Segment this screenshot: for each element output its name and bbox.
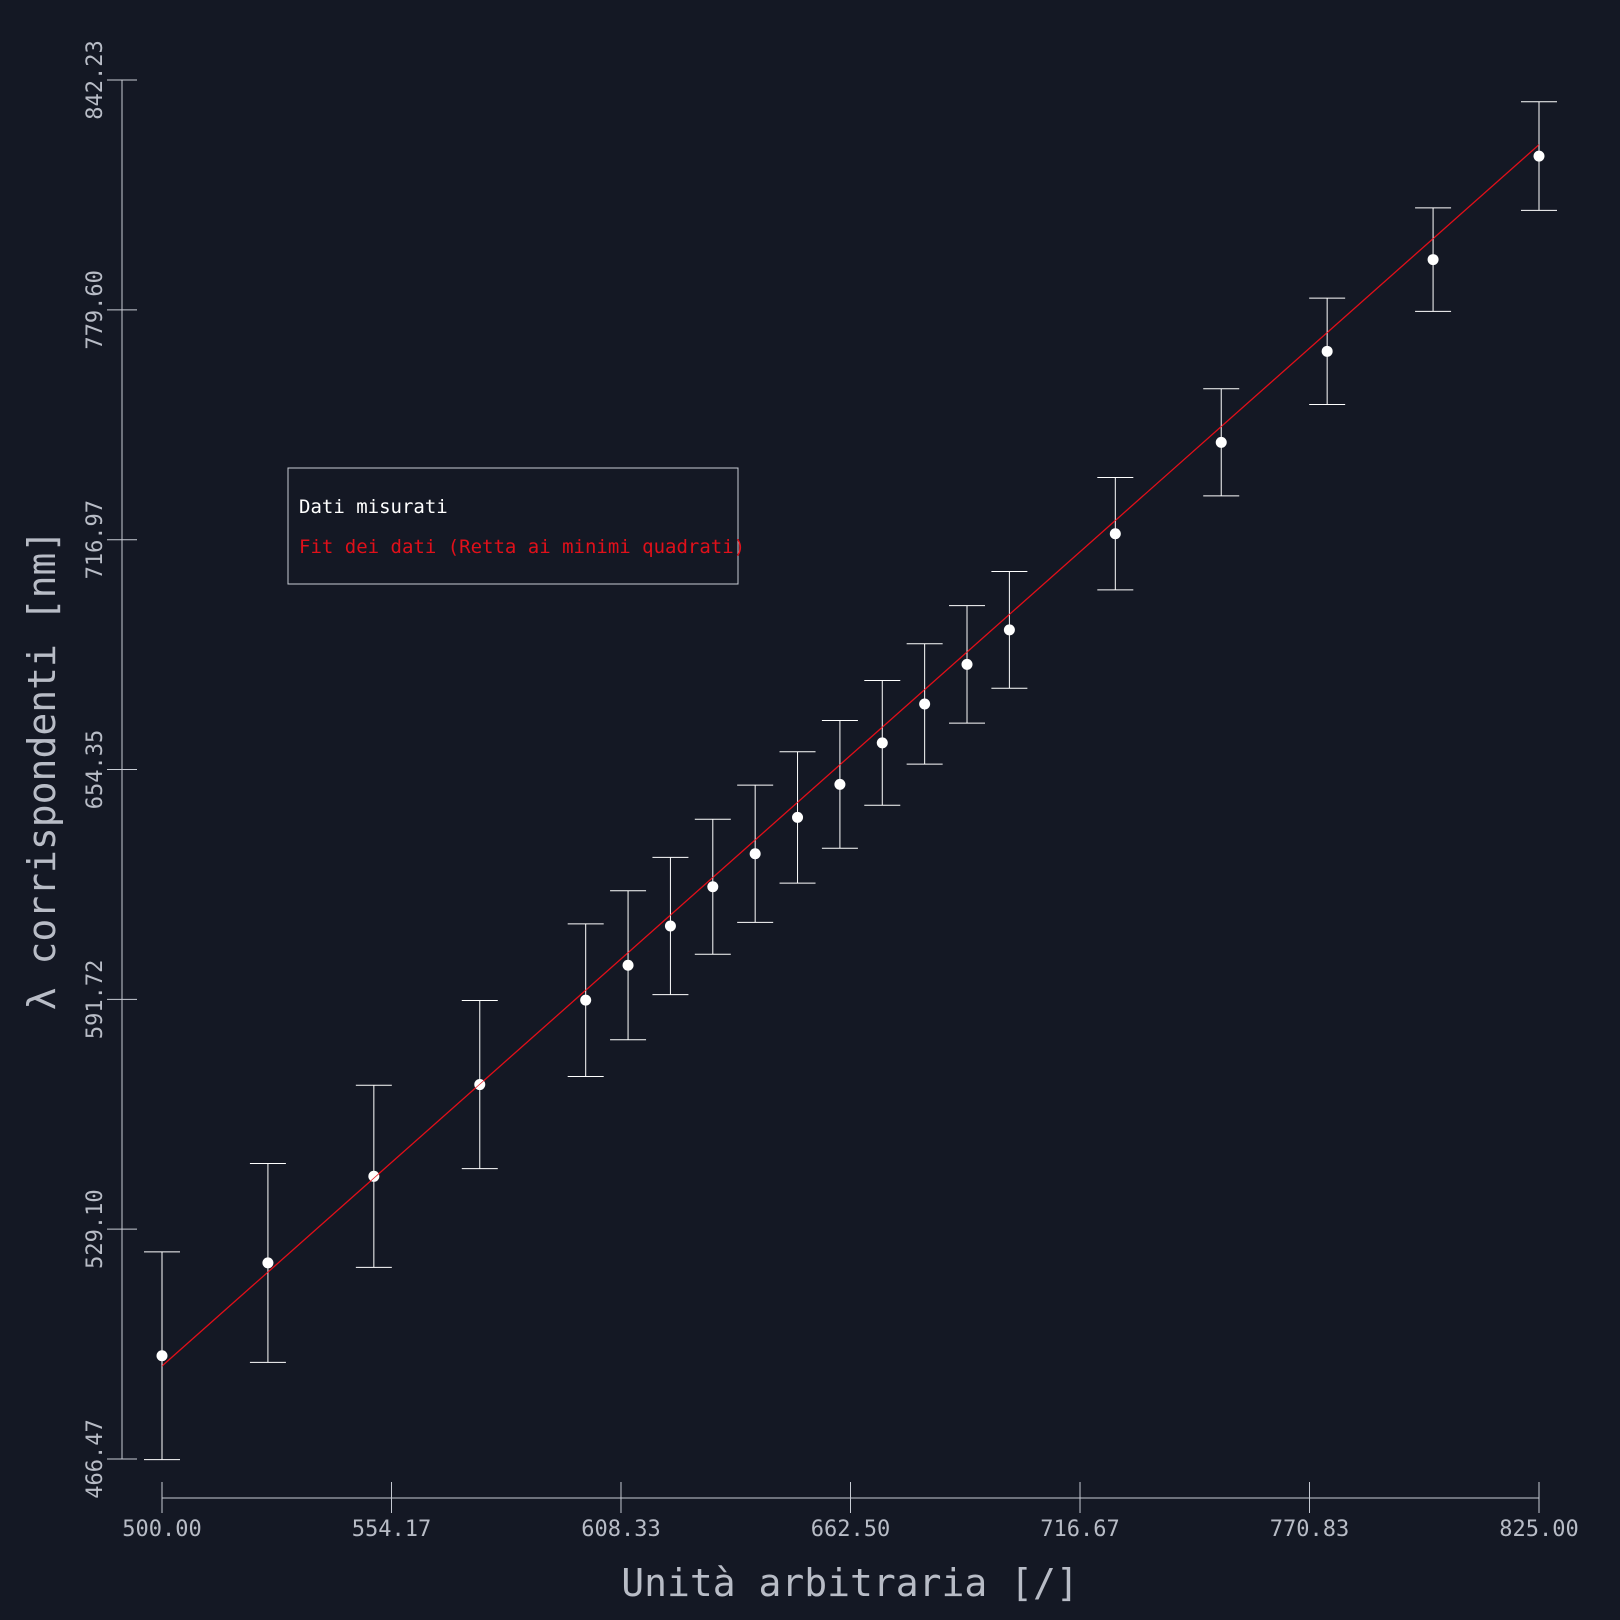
x-tick-label-6: 825.00 [1499,1517,1578,1542]
data-point-6 [652,856,689,996]
marker-19 [1533,150,1545,162]
marker-4 [580,994,592,1006]
y-ticks: 466.47 529.10 591.72 654.35 716.97 779.60 842.… [83,40,137,1499]
x-tick-label-0: 500.00 [122,1517,201,1542]
data-point-18 [1415,207,1452,312]
marker-17 [1321,345,1333,357]
marker-11 [876,737,888,749]
marker-14 [1003,624,1015,636]
legend: Dati misurati Fit dei dati (Retta ai min… [287,467,745,585]
legend-entry-measured: Dati misurati [299,496,448,518]
marker-0 [156,1350,168,1362]
marker-15 [1109,528,1121,540]
data-point-15 [1097,477,1134,591]
data-point-7 [694,818,731,955]
legend-entry-fit: Fit dei dati (Retta ai minimi quadrati) [299,536,745,558]
marker-13 [961,658,973,670]
axes [121,80,1539,1499]
y-axis-label: λ corrispondenti [nm] [20,530,64,1010]
marker-12 [919,698,931,710]
y-tick-label-0: 466.47 [83,1419,108,1498]
x-tick-label-1: 554.17 [352,1517,431,1542]
marker-6 [664,920,676,932]
y-tick-label-1: 529.10 [83,1189,108,1268]
x-tick-label-2: 608.33 [581,1517,660,1542]
marker-2 [368,1170,380,1182]
marker-18 [1427,254,1439,266]
data-point-16 [1203,388,1240,497]
data-point-11 [864,680,901,806]
points-layer [144,101,1557,1461]
data-point-8 [737,784,774,923]
data-point-9 [779,751,816,884]
x-tick-label-5: 770.83 [1270,1517,1349,1542]
data-point-2 [355,1084,392,1268]
marker-10 [834,778,846,790]
y-tick-label-2: 591.72 [83,960,108,1039]
data-point-0 [144,1251,180,1461]
data-point-12 [906,643,943,765]
marker-5 [622,959,634,971]
y-tick-label-3: 654.35 [83,730,108,809]
x-axis-label: Unità arbitraria [/] [621,1561,1079,1605]
marker-1 [262,1257,274,1269]
data-point-4 [567,923,604,1077]
marker-9 [792,811,804,823]
marker-7 [707,881,719,893]
marker-16 [1215,436,1227,448]
y-tick-label-6: 842.23 [83,40,108,119]
data-point-10 [821,720,858,849]
data-point-14 [991,571,1028,689]
x-tick-label-3: 662.50 [811,1517,890,1542]
marker-8 [749,848,761,860]
fit-line-overlay [161,144,1540,1367]
y-tick-label-5: 779.60 [83,270,108,349]
data-point-17 [1309,297,1346,406]
data-point-1 [249,1162,286,1363]
x-tick-label-4: 716.67 [1040,1517,1119,1542]
y-tick-label-4: 716.97 [83,500,108,579]
x-ticks: 500.00 554.17 608.33 662.50 716.67 770.83 825.… [122,1482,1579,1542]
data-point-19 [1521,101,1557,211]
legend-box [287,467,739,585]
data-point-13 [949,605,986,724]
data-point-5 [610,890,647,1041]
